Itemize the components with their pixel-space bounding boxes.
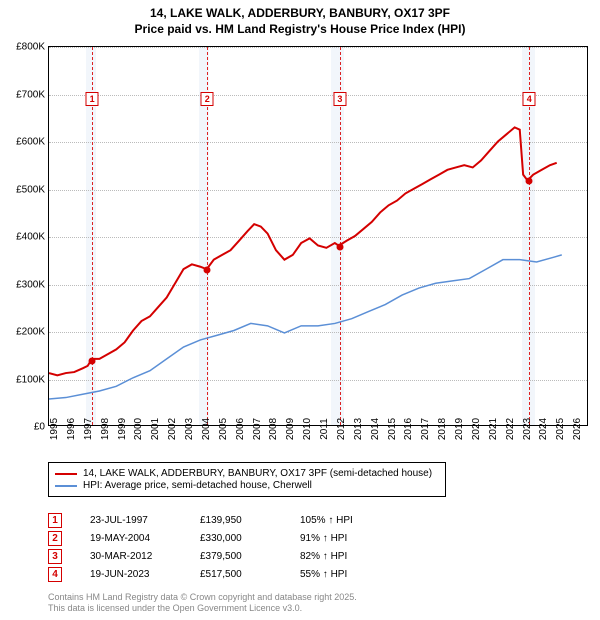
y-axis-label: £800K xyxy=(16,42,45,53)
sale-number-box: 1 xyxy=(86,92,99,106)
row-hpi: 91% ↑ HPI xyxy=(300,533,410,544)
footnote: Contains HM Land Registry data © Crown c… xyxy=(48,592,357,615)
row-date: 30-MAR-2012 xyxy=(90,551,200,562)
row-date: 23-JUL-1997 xyxy=(90,515,200,526)
sales-table: 1 23-JUL-1997£139,950105% ↑ HPI 2 19-MAY-20… xyxy=(48,510,410,585)
legend-swatch-blue xyxy=(55,485,77,487)
legend-label-2: HPI: Average price, semi-detached house,… xyxy=(83,480,312,491)
price-marker xyxy=(204,267,211,274)
row-number-box: 2 xyxy=(48,531,62,546)
footnote-line-1: Contains HM Land Registry data © Crown c… xyxy=(48,592,357,603)
row-hpi: 55% ↑ HPI xyxy=(300,569,410,580)
sales-table-row: 4 19-JUN-2023£517,50055% ↑ HPI xyxy=(48,567,410,582)
row-price: £139,950 xyxy=(200,515,300,526)
y-axis-label: £300K xyxy=(16,279,45,290)
y-axis-label: £700K xyxy=(16,89,45,100)
row-number-box: 3 xyxy=(48,549,62,564)
price-marker xyxy=(89,357,96,364)
chart-area: £0£100K£200K£300K£400K£500K£600K£700K£80… xyxy=(48,46,588,426)
legend-box: 14, LAKE WALK, ADDERBURY, BANBURY, OX17 … xyxy=(48,462,446,497)
sales-table-row: 2 19-MAY-2004£330,00091% ↑ HPI xyxy=(48,531,410,546)
series-price_paid xyxy=(49,127,557,375)
row-number-box: 1 xyxy=(48,513,62,528)
sales-table-row: 1 23-JUL-1997£139,950105% ↑ HPI xyxy=(48,513,410,528)
legend-row-1: 14, LAKE WALK, ADDERBURY, BANBURY, OX17 … xyxy=(55,468,439,479)
sale-number-box: 4 xyxy=(523,92,536,106)
title-block: 14, LAKE WALK, ADDERBURY, BANBURY, OX17 … xyxy=(0,0,600,39)
title-line-2: Price paid vs. HM Land Registry's House … xyxy=(0,22,600,38)
legend-row-2: HPI: Average price, semi-detached house,… xyxy=(55,480,439,491)
row-hpi: 105% ↑ HPI xyxy=(300,515,410,526)
legend-label-1: 14, LAKE WALK, ADDERBURY, BANBURY, OX17 … xyxy=(83,468,432,479)
sale-number-box: 2 xyxy=(201,92,214,106)
sales-table-row: 3 30-MAR-2012£379,50082% ↑ HPI xyxy=(48,549,410,564)
row-hpi: 82% ↑ HPI xyxy=(300,551,410,562)
series-hpi xyxy=(49,255,562,399)
chart-container: 14, LAKE WALK, ADDERBURY, BANBURY, OX17 … xyxy=(0,0,600,620)
price-marker xyxy=(526,178,533,185)
row-date: 19-MAY-2004 xyxy=(90,533,200,544)
y-axis-label: £500K xyxy=(16,184,45,195)
price-marker xyxy=(336,243,343,250)
row-number-box: 4 xyxy=(48,567,62,582)
row-date: 19-JUN-2023 xyxy=(90,569,200,580)
y-axis-label: £600K xyxy=(16,137,45,148)
row-price: £379,500 xyxy=(200,551,300,562)
footnote-line-2: This data is licensed under the Open Gov… xyxy=(48,603,357,614)
y-axis-label: £0 xyxy=(34,422,45,433)
legend-swatch-red xyxy=(55,473,77,475)
title-line-1: 14, LAKE WALK, ADDERBURY, BANBURY, OX17 … xyxy=(0,6,600,22)
row-price: £517,500 xyxy=(200,569,300,580)
y-axis-label: £100K xyxy=(16,374,45,385)
sale-number-box: 3 xyxy=(333,92,346,106)
row-price: £330,000 xyxy=(200,533,300,544)
y-axis-label: £200K xyxy=(16,327,45,338)
chart-svg xyxy=(49,47,587,425)
y-axis-label: £400K xyxy=(16,232,45,243)
